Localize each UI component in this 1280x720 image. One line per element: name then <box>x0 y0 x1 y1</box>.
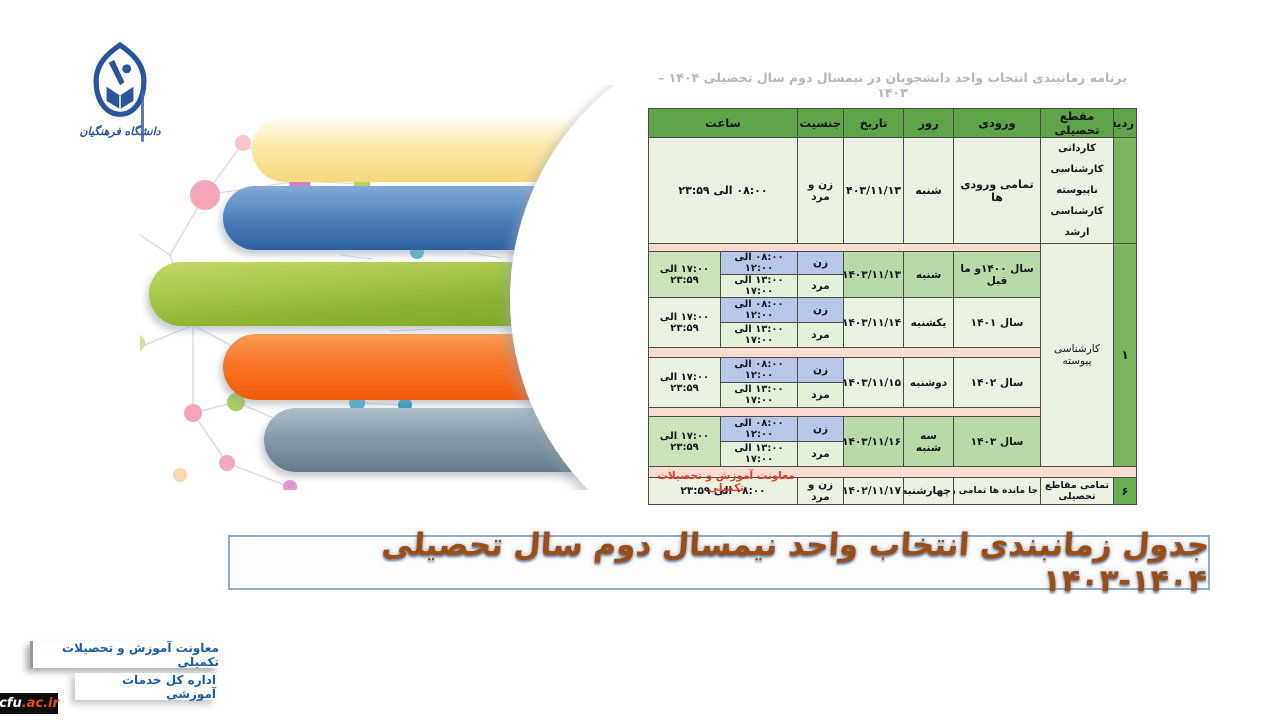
table-header-row: ردیف مقطع تحصیلی ورودی روز تاریخ جنسیت س… <box>647 108 1138 138</box>
level-line: کاردانی <box>1058 143 1096 154</box>
cell-row6-level: تمامی مقاطع تحصیلی <box>1040 477 1115 505</box>
cell-time-evening: ۱۷:۰۰ الی ۲۳:۵۹ <box>647 297 722 348</box>
cell-time-women: ۰۸:۰۰ الی ۱۲:۰۰ <box>720 357 799 383</box>
level-line: کارشناسی ارشد <box>1050 206 1104 238</box>
site-badge-suffix: .ac.ir <box>21 696 59 711</box>
header-time: ساعت <box>647 108 799 138</box>
cell-entry: سال ۱۴۰۳ <box>953 416 1042 467</box>
cell-entry: سال ۱۴۰۲ <box>953 357 1042 408</box>
cell-row1-levels: کاردانی کارشناسی ناپیوسته کارشناسی ارشد <box>1040 137 1115 244</box>
cell-time-women: ۰۸:۰۰ الی ۱۲:۰۰ <box>720 297 799 323</box>
title-banner: جدول زمانبندی انتخاب واحد نیمسال دوم سال… <box>228 527 1211 599</box>
table-row-y1400-men: مرد ۱۳:۰۰ الی ۱۷:۰۰ <box>649 274 1137 298</box>
university-logo: دانشگاه فرهنگیان <box>68 42 172 138</box>
cell-gender-women: زن <box>797 251 845 275</box>
table-row-y1402-women: سال ۱۴۰۲ دوشنبه ۱۴۰۳/۱۱/۱۵ زن ۰۸:۰۰ الی … <box>647 357 1137 408</box>
cell-time-men: ۱۳:۰۰ الی ۱۷:۰۰ <box>720 441 799 467</box>
university-emblem-icon <box>93 42 147 117</box>
cell-time-men: ۱۳:۰۰ الی ۱۷:۰۰ <box>720 274 799 298</box>
cell-time-women: ۰۸:۰۰ الی ۱۲:۰۰ <box>720 251 799 275</box>
cell-gender-men: مرد <box>797 382 845 408</box>
cell-group-level: کارشناسی پیوسته <box>1040 243 1115 467</box>
cell-time-evening: ۱۷:۰۰ الی ۲۳:۵۹ <box>647 251 722 298</box>
banner-title: جدول زمانبندی انتخاب واحد نیمسال دوم سال… <box>380 526 1211 599</box>
header-level: مقطع تحصیلی <box>1040 108 1115 138</box>
cell-row1-entry: تمامی ورودی ها <box>953 137 1042 244</box>
cell-date: ۱۴۰۳/۱۱/۱۴ <box>843 297 905 348</box>
level-line: کارشناسی ناپیوسته <box>1050 164 1104 196</box>
cell-day: یکشنبه <box>903 297 955 348</box>
link-education-deputy[interactable]: معاونت آموزش و تحصیلات تکمیلی <box>30 641 219 669</box>
cell-row6-date: ۱۴۰۲/۱۱/۱۷ <box>843 477 905 505</box>
cell-row1-day: شنبه <box>903 137 955 244</box>
cell-time-evening: ۱۷:۰۰ الی ۲۳:۵۹ <box>647 357 722 408</box>
cell-row6-number: ۶ <box>1113 477 1138 505</box>
cell-row6-gender: زن و مرد <box>797 477 845 505</box>
table-row-y1400-women: سال ۱۴۰۰و ما قبل شنبه ۱۴۰۳/۱۱/۱۳ زن ۰۸:۰… <box>647 251 1137 298</box>
cell-time-men: ۱۳:۰۰ الی ۱۷:۰۰ <box>720 322 799 348</box>
cell-date: ۱۴۰۳/۱۱/۱۵ <box>843 357 905 408</box>
cell-gender-men: مرد <box>797 274 845 298</box>
cell-day: شنبه <box>903 251 955 298</box>
cell-row1-date: ۱۴۰۳/۱۱/۱۳ <box>843 137 905 244</box>
table-caption: معاونت آموزش و تحصیلات تکمیلی <box>657 470 795 494</box>
cell-day: دوشنبه <box>903 357 955 408</box>
books-illustration <box>140 85 652 490</box>
pink-separator <box>647 347 1042 358</box>
cell-entry: سال ۱۴۰۱ <box>953 297 1042 348</box>
cell-row6-entry: جا مانده ها تمامی ورودی ها <box>953 477 1042 505</box>
cell-gender-women: زن <box>797 416 845 442</box>
university-name: دانشگاه فرهنگیان <box>79 125 161 138</box>
pink-separator <box>647 407 1042 417</box>
cell-row1-gender: زن و مرد <box>797 137 845 244</box>
cell-entry: سال ۱۴۰۰و ما قبل <box>953 251 1042 298</box>
pink-separator <box>647 243 1042 252</box>
cell-row6-time: ۰۸:۰۰ الی ۲۳:۵۹ <box>647 477 799 505</box>
table-row-1: کاردانی کارشناسی ناپیوسته کارشناسی ارشد … <box>647 137 1138 244</box>
cell-gender-men: مرد <box>797 441 845 467</box>
blue-corner-mark <box>141 90 144 142</box>
table-row-y1403-men: مرد ۱۳:۰۰ الی ۱۷:۰۰ <box>649 441 1137 467</box>
header-day: روز <box>903 108 955 138</box>
cell-day: سه شنبه <box>903 416 955 467</box>
table-row-y1401-women: سال ۱۴۰۱ یکشنبه ۱۴۰۳/۱۱/۱۴ زن ۰۸:۰۰ الی … <box>647 297 1137 348</box>
cell-time-men: ۱۳:۰۰ الی ۱۷:۰۰ <box>720 382 799 408</box>
cell-time-evening: ۱۷:۰۰ الی ۲۳:۵۹ <box>647 416 722 467</box>
table-row-y1402-men: مرد ۱۳:۰۰ الی ۱۷:۰۰ <box>649 382 1137 408</box>
cell-gender-women: زن <box>797 297 845 323</box>
cell-row6-day: چهارشنبه <box>903 477 955 505</box>
cell-row1-number <box>1113 137 1138 244</box>
site-badge: cfu .ac.ir <box>0 693 59 714</box>
site-badge-prefix: cfu <box>0 696 22 711</box>
cell-date: ۱۴۰۳/۱۱/۱۶ <box>843 416 905 467</box>
cell-time-women: ۰۸:۰۰ الی ۱۲:۰۰ <box>720 416 799 442</box>
table-row-6: ۶ تمامی مقاطع تحصیلی جا مانده ها تمامی و… <box>647 477 1138 505</box>
cell-date: ۱۴۰۳/۱۱/۱۳ <box>843 251 905 298</box>
link-education-services[interactable]: اداره کل خدمات آموزشی <box>75 673 216 701</box>
table-row-y1401-men: مرد ۱۳:۰۰ الی ۱۷:۰۰ <box>649 322 1137 348</box>
table-watermark-title: برنامه زمانبندی انتخاب واحد دانشجویان در… <box>658 70 1127 100</box>
header-date: تاریخ <box>843 108 905 138</box>
separator-row: ۱ کارشناسی پیوسته <box>647 243 1138 467</box>
header-entry: ورودی <box>953 108 1042 138</box>
cell-group-number: ۱ <box>1113 243 1138 467</box>
cell-gender-men: مرد <box>797 322 845 348</box>
cell-row1-time: ۰۸:۰۰ الی ۲۳:۵۹ <box>647 137 799 244</box>
schedule-table: ردیف مقطع تحصیلی ورودی روز تاریخ جنسیت س… <box>647 108 1138 505</box>
header-row-number: ردیف <box>1113 108 1138 138</box>
table-row-y1403-women: سال ۱۴۰۳ سه شنبه ۱۴۰۳/۱۱/۱۶ زن ۰۸:۰۰ الی… <box>647 416 1137 467</box>
cell-gender-women: زن <box>797 357 845 383</box>
header-gender: جنسیت <box>797 108 845 138</box>
